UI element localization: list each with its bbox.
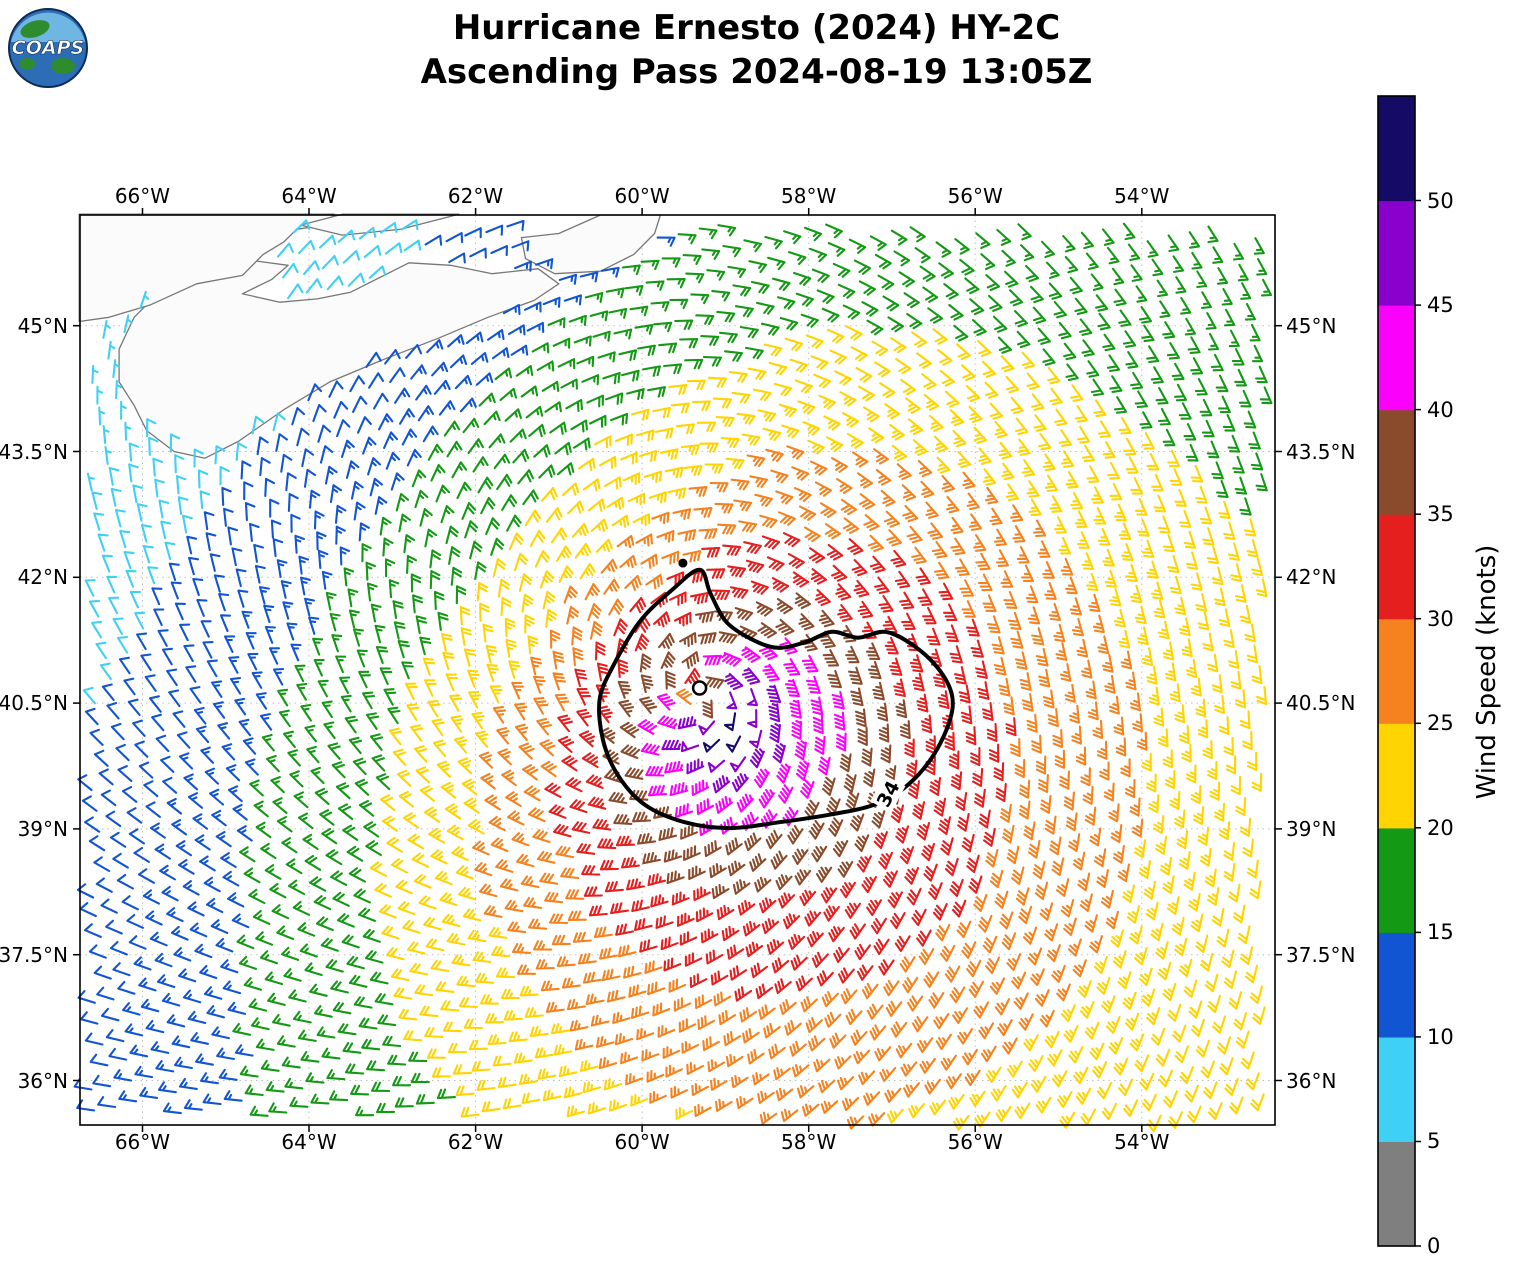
x-tick-label-top: 54°W bbox=[1114, 184, 1170, 208]
y-tick-label-right: 36°N bbox=[1286, 1068, 1337, 1093]
colorbar-tick-label: 40 bbox=[1427, 397, 1454, 422]
x-tick-label-bottom: 66°W bbox=[114, 1130, 171, 1154]
colorbar-tick-label: 0 bbox=[1427, 1234, 1441, 1258]
y-tick-label-left: 36°N bbox=[17, 1068, 68, 1093]
x-tick-label-top: 58°W bbox=[781, 184, 837, 208]
colorbar-tick-label: 35 bbox=[1427, 502, 1454, 527]
colorbar-tick-label: 45 bbox=[1427, 293, 1454, 318]
logo-continent-2 bbox=[51, 58, 75, 74]
colorbar-tick-label: 5 bbox=[1427, 1129, 1441, 1154]
svg-text:34: 34 bbox=[873, 777, 905, 811]
logo-continent-3 bbox=[19, 58, 35, 70]
y-tick-label-left: 39°N bbox=[17, 816, 68, 841]
coaps-logo: COAPS bbox=[8, 8, 88, 88]
logo-text: COAPS bbox=[12, 37, 84, 59]
x-tick-label-top: 62°W bbox=[447, 184, 504, 208]
x-tick-label-bottom: 64°W bbox=[281, 1130, 337, 1154]
chart-subtitle: Ascending Pass 2024-08-19 13:05Z bbox=[420, 52, 1093, 92]
y-tick-label-right: 43.5°N bbox=[1286, 439, 1356, 464]
y-tick-label-left: 40.5°N bbox=[0, 691, 68, 716]
x-tick-label-top: 64°W bbox=[281, 184, 337, 208]
y-tick-label-right: 37.5°N bbox=[1286, 942, 1356, 967]
x-tick-label-top: 60°W bbox=[614, 184, 670, 208]
colorbar-tick-label: 15 bbox=[1427, 920, 1454, 945]
x-tick-label-bottom: 58°W bbox=[781, 1130, 837, 1154]
x-tick-label-bottom: 56°W bbox=[947, 1130, 1003, 1154]
x-tick-label-bottom: 62°W bbox=[447, 1130, 504, 1154]
y-tick-label-right: 42°N bbox=[1286, 565, 1337, 590]
x-tick-label-top: 56°W bbox=[947, 184, 1003, 208]
x-tick-label-bottom: 54°W bbox=[1114, 1130, 1170, 1154]
y-tick-label-right: 45°N bbox=[1286, 313, 1337, 338]
y-tick-label-right: 40.5°N bbox=[1286, 691, 1356, 716]
y-tick-label-left: 42°N bbox=[17, 565, 68, 590]
logo-continent-1 bbox=[20, 20, 50, 38]
colorbar-tick-label: 50 bbox=[1427, 188, 1454, 213]
y-tick-label-left: 45°N bbox=[17, 313, 68, 338]
y-tick-label-left: 37.5°N bbox=[0, 942, 68, 967]
chart-title: Hurricane Ernesto (2024) HY-2C bbox=[452, 8, 1061, 48]
y-tick-label-right: 39°N bbox=[1286, 816, 1337, 841]
colorbar-tick-label: 25 bbox=[1427, 711, 1454, 736]
colorbar-label: Wind Speed (knots) bbox=[1472, 544, 1502, 800]
colorbar-tick-label: 20 bbox=[1427, 815, 1454, 840]
colorbar-tick-label: 30 bbox=[1427, 606, 1454, 631]
y-tick-label-left: 43.5°N bbox=[0, 439, 68, 464]
x-tick-label-bottom: 60°W bbox=[614, 1130, 670, 1154]
colorbar-tick-label: 10 bbox=[1427, 1024, 1454, 1049]
x-tick-label-top: 66°W bbox=[114, 184, 171, 208]
